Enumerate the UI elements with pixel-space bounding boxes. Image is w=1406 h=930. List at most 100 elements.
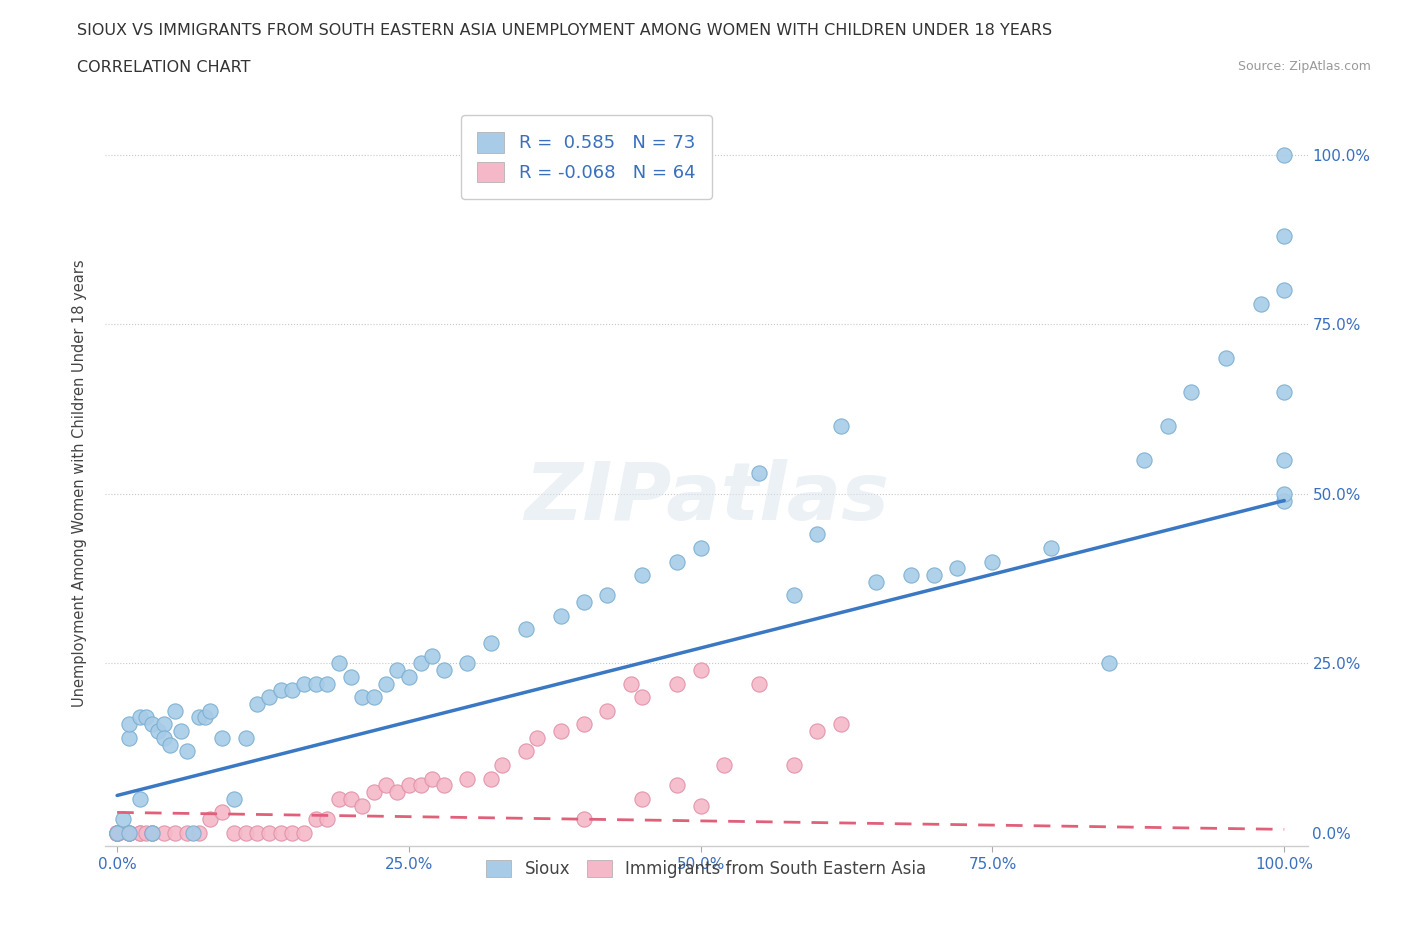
Point (105, 825, 128, 840)
Text: Source: ZipAtlas.com: Source: ZipAtlas.com (1237, 60, 1371, 73)
Point (420, 649, 443, 664)
Point (1272, 385, 1295, 400)
Point (316, 812, 339, 827)
Point (491, 758, 513, 773)
Point (270, 683, 292, 698)
Point (689, 662, 711, 677)
Point (118, 825, 141, 840)
Point (176, 744, 198, 759)
Point (572, 595, 595, 610)
Point (387, 785, 409, 800)
Point (631, 567, 654, 582)
Point (456, 771, 478, 786)
Point (1180, 385, 1202, 400)
Point (153, 825, 176, 840)
Point (783, 588, 806, 603)
Point (689, 540, 711, 555)
Point (153, 730, 176, 745)
Point (304, 812, 326, 827)
Point (105, 825, 128, 840)
Point (830, 418, 852, 433)
Y-axis label: Unemployment Among Women with Children Under 18 years: Unemployment Among Women with Children U… (72, 259, 87, 708)
Point (631, 791, 654, 806)
Point (1272, 452, 1295, 467)
Point (187, 825, 209, 840)
Point (105, 825, 128, 840)
Point (141, 717, 163, 732)
Point (153, 717, 176, 732)
Point (1272, 486, 1295, 501)
Point (515, 744, 537, 759)
Point (409, 656, 432, 671)
Point (281, 683, 304, 698)
Point (200, 703, 222, 718)
Point (1133, 452, 1156, 467)
Point (111, 812, 134, 827)
Point (118, 730, 141, 745)
Point (246, 825, 269, 840)
Point (105, 825, 128, 840)
Point (222, 825, 245, 840)
Point (1272, 229, 1295, 244)
Point (865, 575, 887, 590)
Point (135, 710, 157, 724)
Point (105, 825, 128, 840)
Point (946, 561, 969, 576)
Point (420, 771, 443, 786)
Point (1250, 297, 1272, 312)
Text: CORRELATION CHART: CORRELATION CHART (77, 60, 250, 75)
Point (105, 825, 128, 840)
Point (806, 527, 828, 542)
Point (281, 825, 304, 840)
Point (222, 791, 245, 806)
Text: SIOUX VS IMMIGRANTS FROM SOUTH EASTERN ASIA UNEMPLOYMENT AMONG WOMEN WITH CHILDR: SIOUX VS IMMIGRANTS FROM SOUTH EASTERN A… (77, 23, 1053, 38)
Point (363, 690, 385, 705)
Point (270, 825, 292, 840)
Point (339, 791, 361, 806)
Point (316, 676, 339, 691)
Point (246, 697, 269, 711)
Point (1039, 540, 1062, 555)
Point (135, 825, 157, 840)
Point (689, 798, 711, 813)
Point (922, 567, 945, 582)
Point (129, 791, 152, 806)
Point (328, 656, 350, 671)
Point (141, 825, 163, 840)
Point (194, 710, 217, 724)
Point (257, 690, 280, 705)
Point (105, 825, 128, 840)
Point (211, 805, 233, 820)
Point (211, 730, 233, 745)
Text: ZIPatlas: ZIPatlas (524, 459, 889, 538)
Point (572, 812, 595, 827)
Point (304, 676, 326, 691)
Point (666, 777, 689, 792)
Point (165, 825, 187, 840)
Point (1272, 147, 1295, 162)
Point (363, 785, 385, 800)
Point (666, 676, 689, 691)
Point (830, 717, 852, 732)
Point (292, 825, 315, 840)
Point (1272, 493, 1295, 508)
Point (596, 588, 619, 603)
Point (620, 676, 643, 691)
Point (352, 798, 374, 813)
Point (118, 717, 141, 732)
Point (374, 676, 396, 691)
Point (118, 825, 141, 840)
Point (146, 724, 169, 738)
Point (141, 825, 163, 840)
Point (900, 567, 922, 582)
Point (141, 825, 163, 840)
Point (292, 676, 315, 691)
Point (572, 717, 595, 732)
Point (374, 777, 396, 792)
Point (129, 825, 152, 840)
Point (176, 825, 198, 840)
Point (257, 825, 280, 840)
Point (118, 825, 141, 840)
Point (328, 791, 350, 806)
Point (783, 758, 806, 773)
